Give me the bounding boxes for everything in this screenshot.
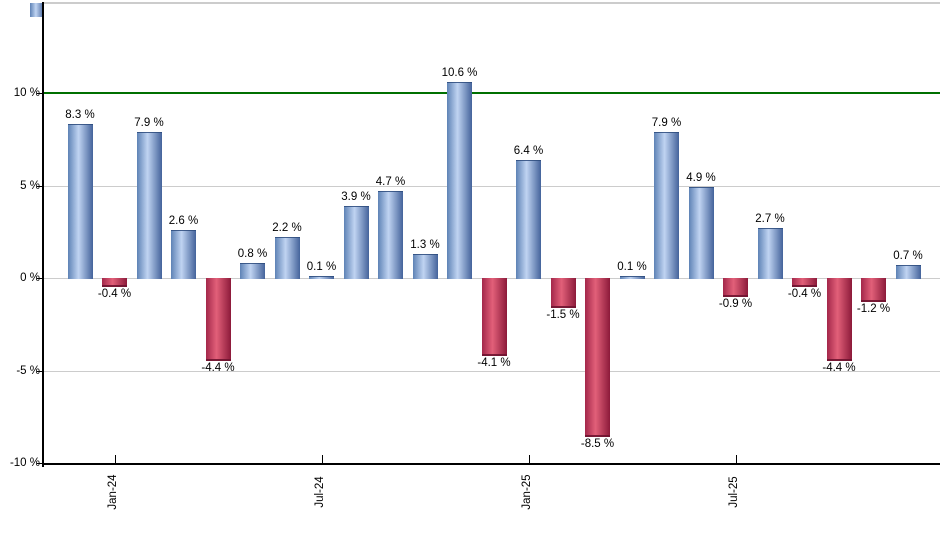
y-tick-5pct	[37, 185, 43, 187]
y-tick-label-5pct: 5 %	[20, 179, 40, 192]
x-tick-label-jan-24: Jan-24	[106, 474, 119, 510]
bar-dec-23	[67, 124, 93, 279]
bar-value-label-jun-25: 4.9 %	[686, 172, 716, 185]
bar-value-label-aug-24: 3.9 %	[341, 190, 371, 203]
y-tick-label-0pct: 0 %	[20, 272, 40, 284]
gridline-5pct	[44, 185, 940, 187]
bar-value-label-may-24: 0.8 %	[237, 248, 268, 261]
plot-top-border	[44, 2, 940, 4]
bar-value-label-nov-25: -1.2 %	[856, 303, 891, 316]
bar-may-25	[654, 131, 679, 279]
bar-value-label-nov-24: 10.6 %	[441, 66, 478, 79]
bar-mar-25	[585, 278, 610, 438]
bar-value-label-may-25: 7.9 %	[651, 116, 682, 129]
bar-feb-25	[550, 278, 576, 308]
bar-value-label-oct-25: -4.4 %	[822, 362, 856, 375]
y-tick-label-10pct: 10 %	[13, 87, 40, 99]
bar-oct-24	[412, 253, 438, 279]
x-tick-jul-25	[735, 455, 737, 463]
bar-jul-24	[309, 276, 334, 279]
bar-value-label-jun-24: 2.2 %	[272, 222, 302, 235]
y-tick--5pct	[37, 370, 43, 372]
bar-jul-25	[723, 278, 748, 297]
x-axis-line	[42, 463, 940, 465]
bar-jun-24	[274, 237, 300, 279]
bar-value-label-mar-25: -8.5 %	[580, 438, 615, 451]
x-tick-jul-24	[321, 455, 323, 463]
y-tick--10pct	[37, 463, 43, 464]
bar-value-label-aug-25: 2.7 %	[755, 213, 785, 226]
y-tick-label--10pct: -10 %	[9, 457, 40, 469]
bar-oct-25	[826, 278, 852, 362]
bar-dec-25	[895, 265, 921, 279]
series-color-swatch-icon	[30, 3, 44, 17]
reference-line-10pct	[44, 92, 940, 94]
bar-jan-25	[516, 159, 541, 279]
bar-value-label-apr-24: -4.4 %	[201, 362, 235, 375]
bar-apr-24	[205, 278, 231, 362]
x-tick-label-jul-24: Jul-24	[313, 476, 326, 508]
bar-value-label-mar-24: 2.6 %	[168, 214, 199, 227]
bar-value-label-jan-25: 6.4 %	[513, 144, 544, 157]
bar-apr-25	[619, 276, 645, 279]
y-tick-10pct	[37, 93, 43, 94]
bar-sep-25	[792, 278, 817, 288]
bar-value-label-sep-25: -0.4 %	[787, 288, 822, 301]
bar-value-label-apr-25: 0.1 %	[617, 261, 647, 274]
bar-sep-24	[378, 191, 403, 279]
bar-mar-24	[171, 229, 196, 279]
bar-may-24	[240, 263, 265, 279]
bar-nov-25	[861, 278, 886, 303]
bar-feb-24	[136, 131, 162, 279]
bar-value-label-jul-24: 0.1 %	[306, 261, 337, 274]
y-tick-0pct	[37, 278, 43, 279]
bar-value-label-dec-23: 8.3 %	[65, 109, 95, 122]
bar-value-label-oct-24: 1.3 %	[410, 238, 440, 251]
bar-value-label-feb-25: -1.5 %	[546, 308, 580, 321]
bar-nov-24	[447, 81, 472, 279]
bar-aug-25	[757, 228, 783, 279]
bar-value-label-feb-24: 7.9 %	[134, 116, 164, 129]
bar-value-label-jul-25: -0.9 %	[718, 297, 753, 310]
bar-value-label-dec-24: -4.1 %	[477, 356, 511, 369]
x-tick-jan-24	[114, 455, 116, 463]
bar-jun-25	[688, 187, 714, 279]
bar-value-label-dec-25: 0.7 %	[893, 250, 923, 263]
bar-aug-24	[343, 205, 369, 279]
x-tick-label-jan-25: Jan-25	[520, 474, 533, 510]
y-tick-label--5pct: -5 %	[16, 364, 40, 377]
x-tick-label-jul-25: Jul-25	[727, 476, 740, 508]
bar-value-label-jan-24: -0.4 %	[97, 288, 132, 301]
gridline--5pct	[44, 370, 940, 372]
y-axis-line	[42, 2, 44, 467]
x-tick-jan-25	[528, 455, 530, 463]
bar-jan-24	[102, 278, 127, 288]
bar-value-label-sep-24: 4.7 %	[375, 176, 406, 189]
bar-dec-24	[481, 278, 507, 356]
